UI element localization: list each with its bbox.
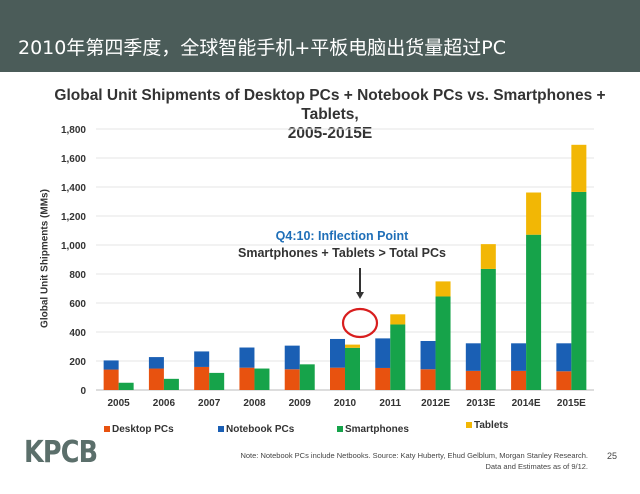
y-tick-label: 1,600 [61, 154, 86, 165]
bar-desktop-pcs [103, 369, 119, 390]
legend-swatch [218, 426, 224, 432]
x-tick-label: 2012E [421, 398, 450, 409]
bar-desktop-pcs [556, 371, 572, 390]
bar-smartphones [571, 191, 587, 390]
y-tick-label: 1,000 [61, 241, 86, 252]
legend-item-desktop: Desktop PCs [104, 424, 174, 435]
bar-smartphones [345, 347, 360, 390]
bar-smartphones [118, 382, 134, 390]
kpcb-logo: KPCB [24, 435, 98, 470]
source-note: Note: Notebook PCs include Netbooks. Sou… [240, 450, 588, 472]
x-tick-label: 2005 [108, 398, 131, 409]
bar-smartphones [480, 268, 496, 390]
bar-smartphones [390, 324, 406, 390]
bar-smartphones [163, 378, 179, 390]
legend-label: Tablets [474, 420, 509, 431]
arrow-head-icon [356, 292, 364, 299]
y-tick-label: 1,400 [61, 183, 86, 194]
x-tick-label: 2006 [153, 398, 176, 409]
legend-label: Smartphones [345, 424, 409, 435]
legend-swatch [466, 422, 472, 428]
bar-tablets [345, 344, 360, 348]
bar-desktop-pcs [194, 366, 210, 390]
bar-tablets [390, 314, 406, 325]
legend-item-tablets: Tablets [466, 420, 508, 431]
legend-item-notebook: Notebook PCs [218, 424, 294, 435]
page-number: 25 [607, 451, 618, 461]
bar-tablets [435, 281, 451, 297]
bar-smartphones [209, 372, 225, 390]
bar-notebook-pcs [556, 343, 572, 372]
bar-desktop-pcs [420, 369, 436, 390]
bar-desktop-pcs [330, 367, 345, 390]
x-tick-label: 2011 [379, 398, 401, 409]
slide-title: 2010年第四季度，全球智能手机+平板电脑出货量超过PC [18, 37, 506, 59]
x-tick-label: 2008 [243, 398, 266, 409]
highlight-circle [341, 307, 379, 339]
note-line1: Note: Notebook PCs include Netbooks. Sou… [240, 451, 588, 460]
bar-notebook-pcs [375, 338, 391, 368]
x-tick-label: 2014E [512, 398, 541, 409]
legend-swatch [104, 426, 110, 432]
bar-notebook-pcs [465, 343, 481, 371]
bar-desktop-pcs [511, 370, 527, 390]
x-tick-label: 2013E [466, 398, 495, 409]
bar-tablets [480, 244, 496, 269]
x-tick-label: 2010 [334, 398, 357, 409]
annotation-line1: Q4:10: Inflection Point [276, 229, 409, 243]
bar-notebook-pcs [103, 360, 119, 370]
bar-notebook-pcs [420, 340, 436, 370]
bar-notebook-pcs [330, 338, 345, 368]
bar-desktop-pcs [239, 367, 255, 390]
bar-smartphones [254, 368, 270, 390]
y-tick-label: 1,200 [61, 212, 86, 223]
bar-notebook-pcs [148, 357, 164, 369]
bar-smartphones [299, 364, 315, 390]
bar-desktop-pcs [284, 369, 300, 390]
annotation-line2: Smartphones + Tablets > Total PCs [238, 246, 446, 260]
legend-label: Desktop PCs [112, 424, 174, 435]
y-tick-label: 800 [69, 270, 86, 281]
y-tick-label: 0 [80, 386, 86, 397]
bar-smartphones [526, 234, 542, 390]
bar-notebook-pcs [284, 345, 300, 370]
bar-tablets [571, 144, 587, 192]
bar-desktop-pcs [465, 370, 481, 390]
bar-tablets [526, 192, 542, 235]
bar-notebook-pcs [194, 351, 210, 367]
header-bar: 2010年第四季度，全球智能手机+平板电脑出货量超过PC [0, 0, 640, 72]
x-tick-label: 2009 [289, 398, 312, 409]
y-tick-label: 1,800 [61, 125, 86, 136]
bar-desktop-pcs [375, 367, 391, 390]
legend-swatch [337, 426, 343, 432]
bar-notebook-pcs [511, 343, 527, 371]
legend-label: Notebook PCs [226, 424, 295, 435]
y-tick-label: 400 [69, 328, 86, 339]
y-tick-label: 600 [69, 299, 86, 310]
bar-notebook-pcs [239, 347, 255, 368]
y-tick-label: 200 [69, 357, 86, 368]
bar-desktop-pcs [148, 368, 164, 390]
legend-item-smartphones: Smartphones [337, 424, 409, 435]
x-tick-label: 2015E [557, 398, 586, 409]
chart-title-line1: Global Unit Shipments of Desktop PCs + N… [54, 87, 606, 123]
note-line2: Data and Estimates as of 9/12. [485, 462, 588, 471]
bar-smartphones [435, 296, 451, 390]
x-tick-label: 2007 [198, 398, 221, 409]
